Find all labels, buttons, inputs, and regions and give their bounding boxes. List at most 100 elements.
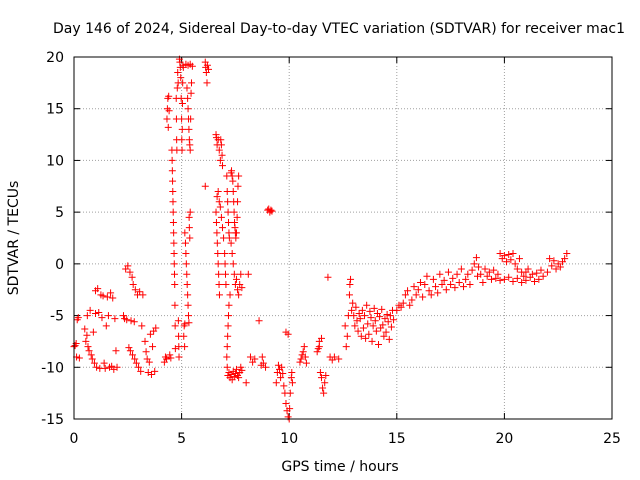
- data-point: [444, 268, 452, 276]
- y-tick-label: -15: [41, 412, 64, 428]
- data-point: [238, 284, 246, 292]
- data-point: [412, 291, 420, 299]
- data-point: [376, 313, 384, 321]
- data-point: [74, 314, 82, 322]
- data-point: [341, 322, 349, 330]
- data-point: [186, 234, 194, 242]
- data-point: [181, 239, 189, 247]
- data-point: [213, 239, 221, 247]
- data-point: [367, 314, 375, 322]
- data-point: [416, 278, 424, 286]
- data-point: [302, 359, 310, 367]
- data-point: [223, 353, 231, 361]
- data-point: [168, 167, 176, 175]
- data-point: [421, 281, 429, 289]
- data-point: [528, 270, 536, 278]
- data-point: [349, 299, 357, 307]
- data-point: [163, 355, 171, 363]
- data-point: [225, 234, 233, 242]
- data-point: [230, 270, 238, 278]
- data-point: [533, 269, 541, 277]
- data-point: [81, 325, 89, 333]
- data-point: [358, 306, 366, 314]
- data-point: [226, 291, 234, 299]
- data-point: [169, 198, 177, 206]
- data-point: [518, 278, 526, 286]
- data-point: [515, 255, 523, 263]
- data-point: [201, 182, 209, 190]
- data-point: [286, 389, 294, 397]
- data-point: [535, 275, 543, 283]
- data-point: [141, 337, 149, 345]
- data-point: [224, 208, 232, 216]
- data-point: [436, 270, 444, 278]
- data-point: [324, 273, 332, 281]
- data-point: [404, 287, 412, 295]
- data-point: [179, 79, 187, 87]
- data-points: [70, 55, 571, 423]
- data-point: [174, 317, 182, 325]
- data-point: [543, 268, 551, 276]
- data-point: [235, 172, 243, 180]
- data-point: [393, 306, 401, 314]
- data-point: [169, 177, 177, 185]
- data-point: [104, 312, 112, 320]
- data-point: [259, 359, 267, 367]
- data-point: [451, 284, 459, 292]
- data-point: [165, 92, 173, 100]
- data-point: [177, 74, 185, 82]
- data-point: [472, 254, 480, 262]
- data-point: [131, 355, 139, 363]
- data-point: [234, 286, 242, 294]
- data-point: [87, 351, 95, 359]
- data-point: [101, 364, 109, 372]
- data-point: [296, 358, 304, 366]
- data-point: [364, 320, 372, 328]
- data-point: [297, 355, 305, 363]
- data-point: [330, 353, 338, 361]
- data-point: [218, 162, 226, 170]
- data-point: [217, 136, 225, 144]
- data-point: [112, 347, 120, 355]
- data-point: [217, 213, 225, 221]
- data-point: [509, 277, 517, 285]
- data-point: [380, 332, 388, 340]
- y-tick-label: 20: [46, 50, 64, 66]
- data-point: [357, 332, 365, 340]
- data-point: [184, 94, 192, 102]
- data-point: [151, 367, 159, 375]
- data-point: [485, 268, 493, 276]
- data-point: [232, 234, 240, 242]
- data-point: [181, 320, 189, 328]
- data-point: [178, 100, 186, 108]
- y-tick-label: 0: [55, 257, 64, 273]
- plot-frame: [73, 56, 613, 420]
- data-point: [401, 291, 409, 299]
- data-point: [381, 315, 389, 323]
- data-point: [233, 213, 241, 221]
- data-point: [183, 270, 191, 278]
- data-point: [316, 368, 324, 376]
- data-point: [524, 265, 532, 273]
- data-point: [483, 272, 491, 280]
- data-point: [171, 301, 179, 309]
- data-point: [345, 291, 353, 299]
- data-point: [93, 363, 101, 371]
- data-point: [75, 354, 83, 362]
- data-point: [181, 229, 189, 237]
- data-point: [288, 368, 296, 376]
- data-point: [319, 384, 327, 392]
- data-point: [235, 291, 243, 299]
- data-point: [531, 277, 539, 285]
- data-point: [213, 193, 221, 201]
- data-point: [136, 288, 144, 296]
- data-point: [346, 281, 354, 289]
- data-point: [550, 257, 558, 265]
- data-point: [215, 270, 223, 278]
- data-point: [453, 270, 461, 278]
- y-tick-label: -5: [50, 309, 64, 325]
- data-point: [163, 115, 171, 123]
- data-point: [123, 316, 131, 324]
- data-point: [513, 265, 521, 273]
- data-point: [84, 343, 92, 351]
